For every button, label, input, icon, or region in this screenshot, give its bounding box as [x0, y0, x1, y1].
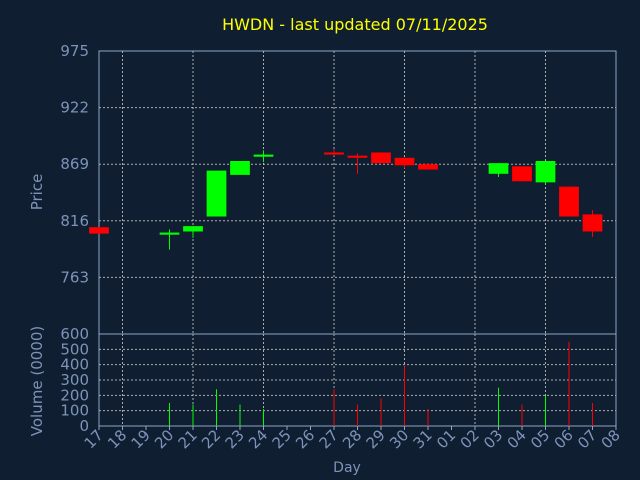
volume-tick-label: 200: [60, 386, 89, 404]
x-axis-title: Day: [333, 460, 361, 476]
candle-body: [183, 226, 203, 232]
volume-tick-label: 100: [60, 402, 89, 420]
volume-tick-label: 400: [60, 356, 89, 374]
price-tick-label: 816: [60, 212, 89, 230]
price-axis-title: Price: [28, 174, 46, 211]
price-tick-label: 763: [60, 268, 89, 286]
candle-body: [347, 155, 368, 158]
chart-title: HWDN - last updated 07/11/2025: [222, 15, 488, 34]
volume-axis-title: Volume (0000): [28, 326, 46, 436]
volume-tick-label: 500: [60, 340, 89, 358]
candle-body: [559, 186, 579, 217]
candle-body: [324, 152, 344, 155]
volume-tick-label: 300: [60, 371, 89, 389]
candle-body: [418, 164, 438, 170]
candle-body: [371, 152, 391, 164]
candle-body: [535, 160, 556, 183]
candle-body: [512, 166, 532, 182]
price-tick-label: 922: [60, 99, 89, 117]
candle-body: [488, 163, 509, 174]
price-tick-label: 869: [60, 155, 89, 173]
candle-body: [159, 232, 180, 235]
volume-top-label: 600: [60, 325, 89, 343]
price-tick-label: 975: [60, 42, 89, 60]
candle-body: [206, 170, 227, 217]
candle-body: [253, 154, 274, 157]
candle-body: [230, 160, 250, 175]
candle-body: [394, 157, 415, 166]
volume-tick-label: 0: [79, 417, 89, 435]
candle-body: [89, 227, 109, 234]
candle-body: [582, 214, 603, 232]
